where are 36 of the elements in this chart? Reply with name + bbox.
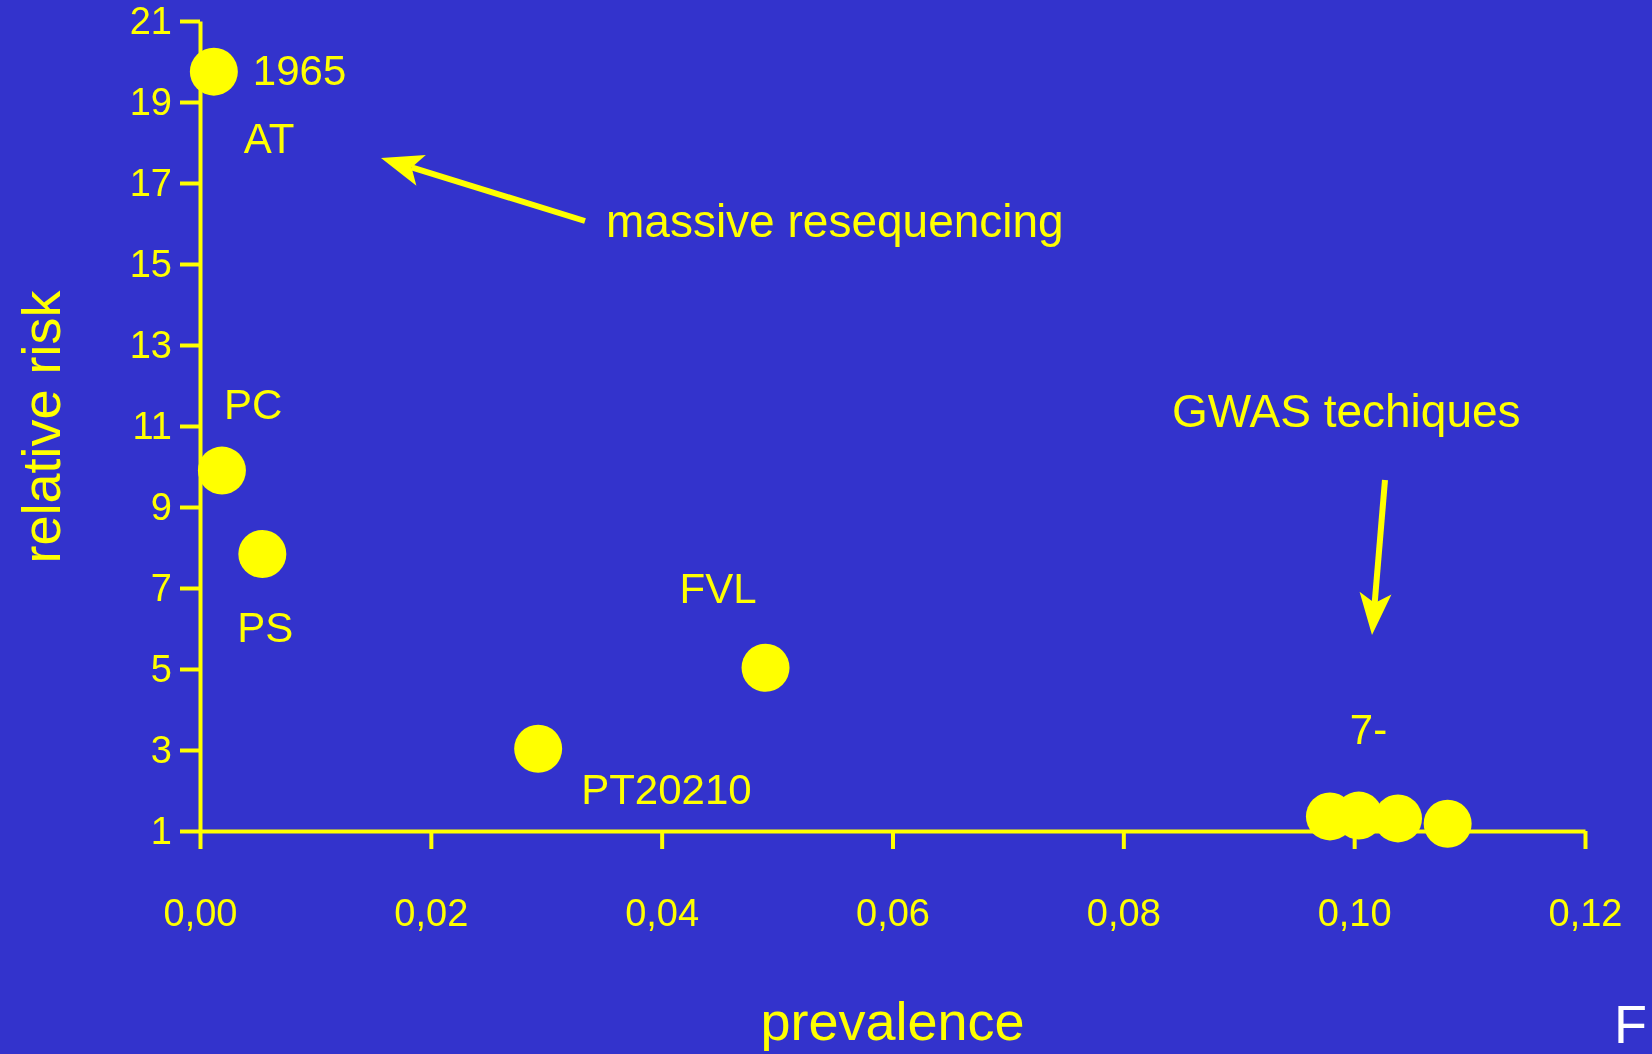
point bbox=[197, 446, 246, 495]
y-tick-label: 1 bbox=[150, 809, 172, 852]
x-tick-label: 0,12 bbox=[1548, 891, 1623, 934]
point bbox=[189, 47, 238, 96]
annotation: FVL bbox=[679, 564, 757, 612]
x-tick-label: 0,04 bbox=[625, 891, 700, 934]
y-tick-label: 19 bbox=[129, 80, 172, 123]
annotation: massive resequencing bbox=[606, 195, 1064, 247]
point bbox=[514, 724, 563, 773]
y-tick-label: 13 bbox=[129, 323, 172, 366]
y-tick-label: 5 bbox=[150, 647, 172, 690]
y-tick-label: 21 bbox=[129, 0, 172, 42]
x-tick-label: 0,02 bbox=[394, 891, 469, 934]
y-tick-label: 3 bbox=[150, 728, 172, 771]
annotation: PT20210 bbox=[581, 765, 752, 813]
point bbox=[741, 643, 790, 692]
y-tick-label: 11 bbox=[132, 404, 172, 447]
x-tick-label: 0,08 bbox=[1086, 891, 1161, 934]
annotation: AT bbox=[243, 114, 295, 162]
point bbox=[238, 529, 287, 578]
y-tick-label: 7 bbox=[150, 566, 172, 609]
annotation: 1965 bbox=[252, 46, 347, 94]
y-tick-label: 17 bbox=[129, 161, 172, 204]
annotation: PC bbox=[223, 380, 283, 428]
annotation: GWAS techiques bbox=[1172, 385, 1521, 437]
y-axis-title: relative risk bbox=[11, 289, 71, 564]
y-tick-label: 9 bbox=[150, 485, 172, 528]
x-tick-label: 0,00 bbox=[163, 891, 238, 934]
x-axis-title: prevalence bbox=[760, 991, 1025, 1051]
x-tick-label: 0,10 bbox=[1317, 891, 1392, 934]
annotation: 7- bbox=[1349, 705, 1388, 753]
y-tick-label: 15 bbox=[129, 242, 172, 285]
text: F bbox=[1614, 994, 1647, 1054]
x-tick-label: 0,06 bbox=[856, 891, 930, 934]
annotation: PS bbox=[237, 603, 294, 651]
point bbox=[1423, 799, 1472, 848]
